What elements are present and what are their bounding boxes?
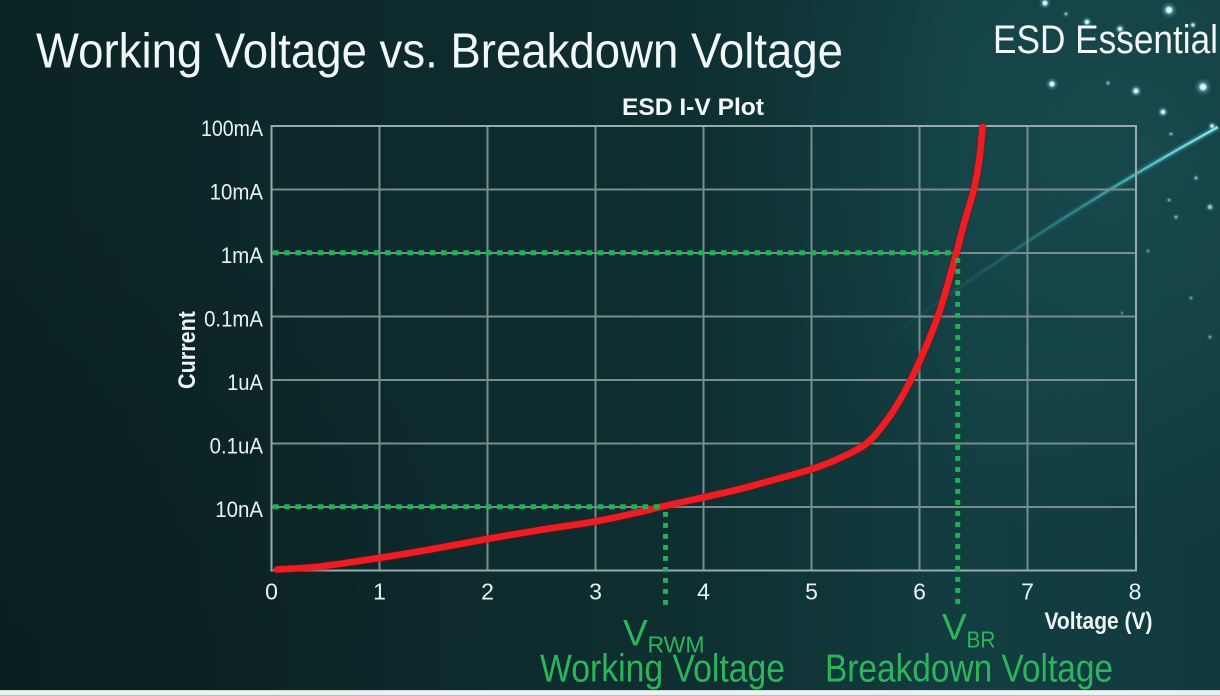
svg-text:1: 1 <box>373 579 386 605</box>
svg-text:2: 2 <box>481 579 494 605</box>
svg-text:BR: BR <box>967 627 996 653</box>
svg-text:10nA: 10nA <box>215 497 263 522</box>
svg-text:0.1mA: 0.1mA <box>204 307 263 332</box>
svg-text:ESD I-V Plot: ESD I-V Plot <box>622 94 764 121</box>
svg-text:100mA: 100mA <box>201 116 263 141</box>
svg-text:V: V <box>942 607 967 648</box>
svg-text:6: 6 <box>913 579 926 605</box>
svg-text:Working Voltage vs. Breakdown: Working Voltage vs. Breakdown Voltage <box>36 25 843 79</box>
svg-text:1mA: 1mA <box>221 243 264 268</box>
svg-text:Working Voltage: Working Voltage <box>540 648 785 691</box>
svg-text:5: 5 <box>805 579 818 605</box>
svg-text:Current: Current <box>174 311 201 389</box>
svg-text:Voltage (V): Voltage (V) <box>1045 608 1153 635</box>
svg-text:V: V <box>623 613 648 654</box>
svg-text:10mA: 10mA <box>210 180 264 205</box>
svg-text:0: 0 <box>265 579 278 605</box>
svg-text:0.1uA: 0.1uA <box>210 434 264 459</box>
svg-text:8: 8 <box>1129 579 1142 605</box>
svg-text:Breakdown Voltage: Breakdown Voltage <box>825 648 1113 691</box>
svg-text:RWM: RWM <box>648 632 705 658</box>
svg-text:7: 7 <box>1021 579 1034 605</box>
svg-text:ESD Essential: ESD Essential <box>993 18 1218 62</box>
svg-text:1uA: 1uA <box>227 370 263 395</box>
svg-text:4: 4 <box>697 579 710 605</box>
svg-text:3: 3 <box>589 579 602 605</box>
